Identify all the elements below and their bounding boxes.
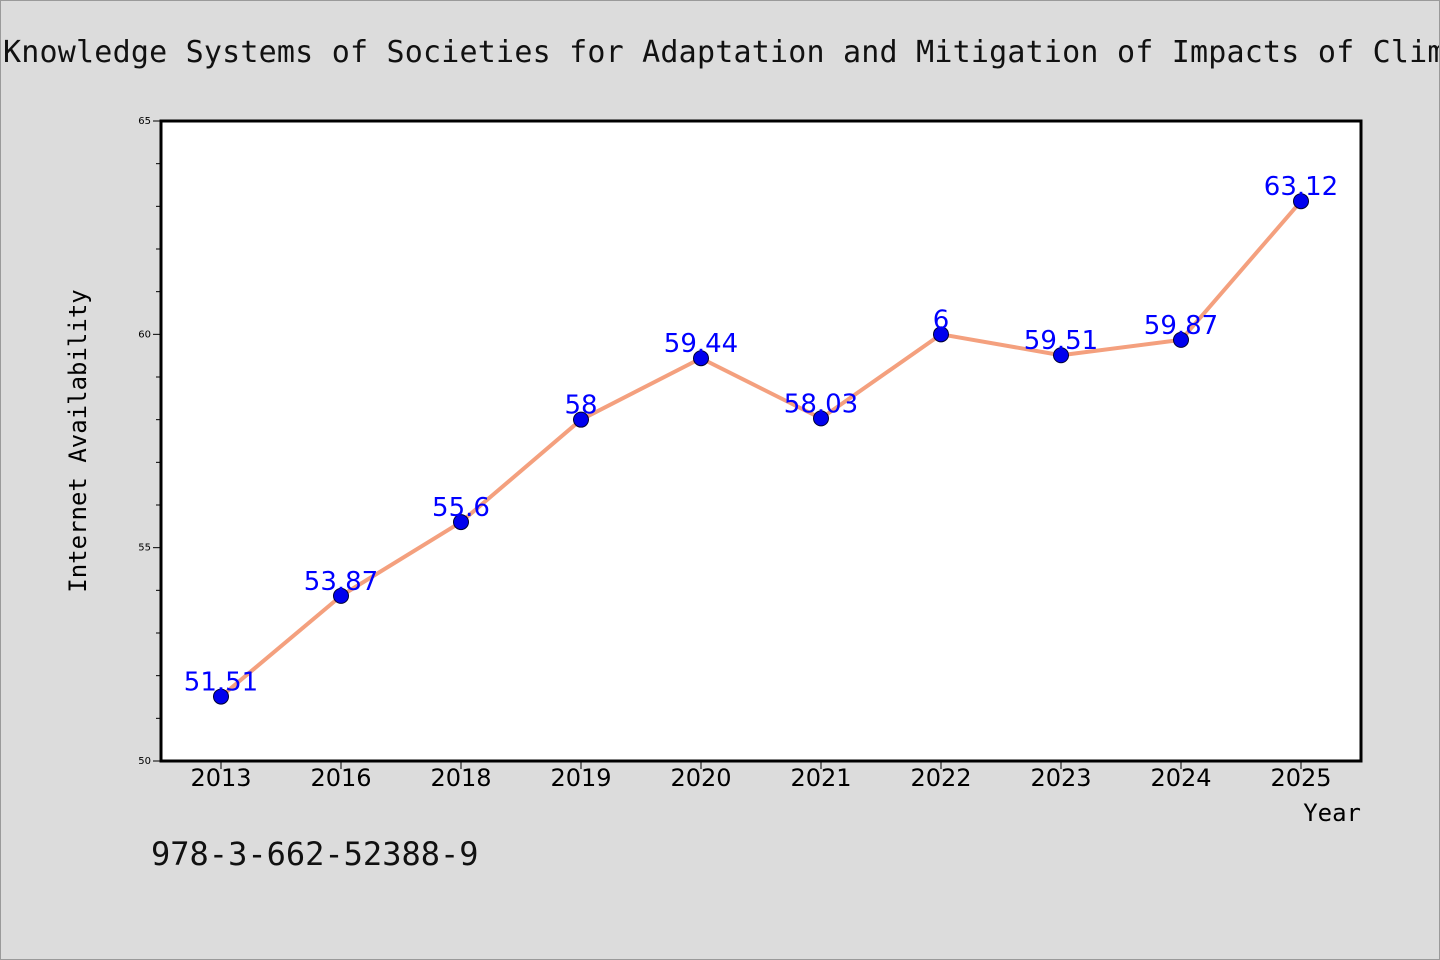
x-tick-label: 2021	[790, 764, 851, 792]
data-label: 53.87	[304, 567, 378, 597]
series-line	[219, 199, 1303, 699]
data-label: 51.51	[184, 668, 258, 698]
data-label: 58	[564, 391, 597, 421]
data-point	[1293, 193, 1309, 210]
y-tick-label: 50	[138, 756, 151, 767]
y-tick-label: 55	[138, 543, 151, 554]
y-tick-label: 65	[138, 116, 151, 127]
x-tick-label: 2022	[910, 764, 971, 792]
chart-title: Knowledge Systems of Societies for Adapt…	[3, 35, 1440, 70]
data-point	[1173, 331, 1189, 348]
plot-area	[161, 121, 1361, 761]
y-tick-label: 60	[138, 329, 151, 340]
data-point	[693, 350, 709, 367]
x-tick-label: 2023	[1030, 764, 1091, 792]
data-point	[813, 410, 829, 427]
data-point	[453, 514, 469, 531]
data-point	[1053, 347, 1069, 364]
data-label: 59.87	[1144, 311, 1218, 341]
data-point	[333, 587, 349, 604]
x-tick-label: 2019	[550, 764, 611, 792]
data-point	[213, 688, 229, 705]
data-label: 55.6	[432, 493, 490, 523]
data-label: 6	[933, 305, 950, 335]
data-label: 59.44	[664, 329, 738, 359]
data-point	[933, 326, 949, 343]
x-tick-label: 2024	[1150, 764, 1211, 792]
x-tick-label: 2016	[310, 764, 371, 792]
data-label: 58.03	[784, 389, 858, 419]
y-axis-title: Internet Availability	[64, 289, 92, 592]
data-label: 59.51	[1024, 326, 1098, 356]
x-tick-label: 2020	[670, 764, 731, 792]
plot-frame	[159, 119, 1363, 763]
x-tick-label: 2018	[430, 764, 491, 792]
x-axis-title: Year	[1303, 799, 1361, 827]
data-label: 63.12	[1264, 172, 1338, 202]
x-tick-label: 2025	[1270, 764, 1331, 792]
data-point	[573, 411, 589, 428]
isbn-text: 978-3-662-52388-9	[151, 835, 479, 873]
x-tick-label: 2013	[190, 764, 251, 792]
